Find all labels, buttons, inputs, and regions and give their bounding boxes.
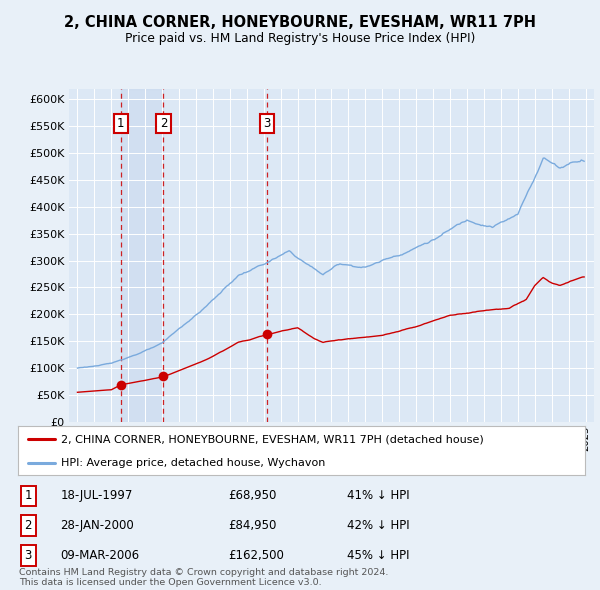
Text: £68,950: £68,950 xyxy=(228,489,276,502)
Text: 2: 2 xyxy=(160,117,167,130)
Text: 18-JUL-1997: 18-JUL-1997 xyxy=(61,489,133,502)
Text: Price paid vs. HM Land Registry's House Price Index (HPI): Price paid vs. HM Land Registry's House … xyxy=(125,32,475,45)
Text: 28-JAN-2000: 28-JAN-2000 xyxy=(61,519,134,532)
Text: £162,500: £162,500 xyxy=(228,549,284,562)
Text: 41% ↓ HPI: 41% ↓ HPI xyxy=(347,489,409,502)
Bar xyxy=(121,88,163,422)
Text: 1: 1 xyxy=(117,117,124,130)
Text: 2, CHINA CORNER, HONEYBOURNE, EVESHAM, WR11 7PH (detached house): 2, CHINA CORNER, HONEYBOURNE, EVESHAM, W… xyxy=(61,434,483,444)
Text: HPI: Average price, detached house, Wychavon: HPI: Average price, detached house, Wych… xyxy=(61,458,325,468)
Text: 45% ↓ HPI: 45% ↓ HPI xyxy=(347,549,409,562)
Text: £84,950: £84,950 xyxy=(228,519,276,532)
Text: 2: 2 xyxy=(25,519,32,532)
Text: Contains HM Land Registry data © Crown copyright and database right 2024.
This d: Contains HM Land Registry data © Crown c… xyxy=(19,568,389,587)
Text: 1: 1 xyxy=(25,489,32,502)
Text: 42% ↓ HPI: 42% ↓ HPI xyxy=(347,519,409,532)
Text: 2, CHINA CORNER, HONEYBOURNE, EVESHAM, WR11 7PH: 2, CHINA CORNER, HONEYBOURNE, EVESHAM, W… xyxy=(64,15,536,30)
Text: 3: 3 xyxy=(263,117,271,130)
Text: 3: 3 xyxy=(25,549,32,562)
Text: 09-MAR-2006: 09-MAR-2006 xyxy=(61,549,140,562)
